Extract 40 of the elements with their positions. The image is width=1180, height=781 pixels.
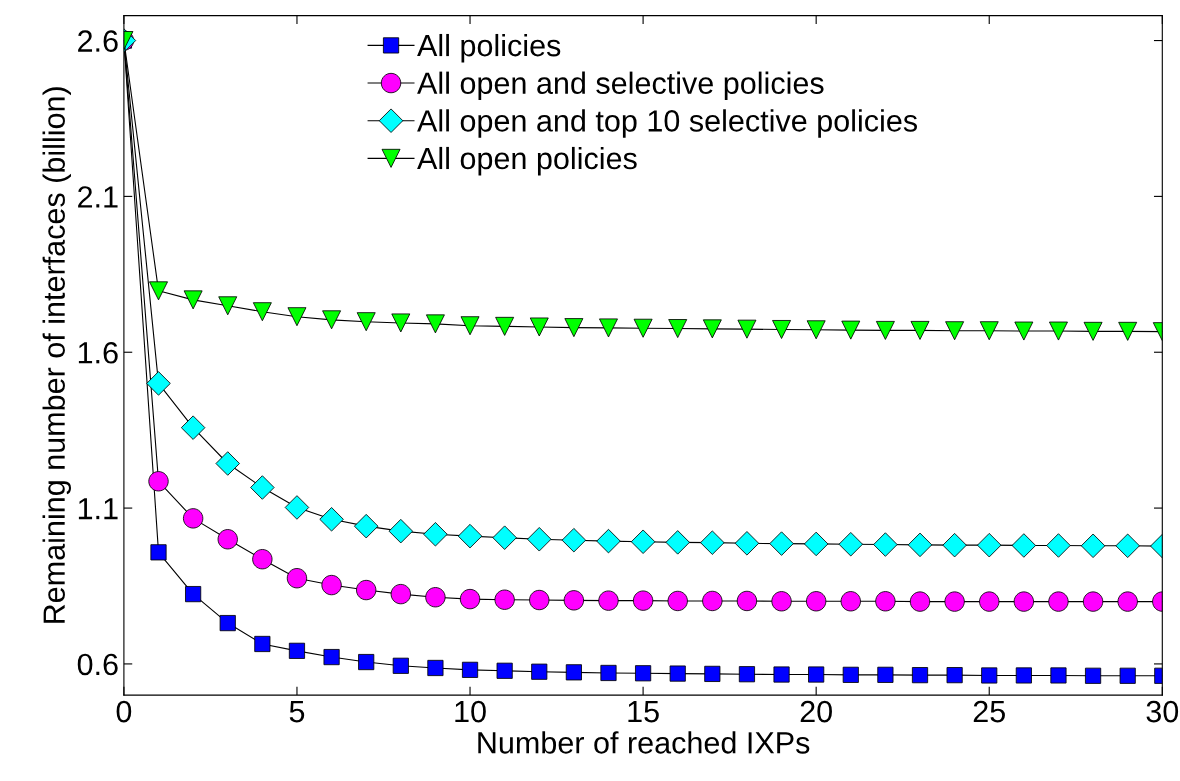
- point: [561, 527, 587, 553]
- y-tick-label: 1.1: [78, 498, 118, 520]
- x-tick-label: 30: [1146, 700, 1179, 723]
- point: [323, 649, 340, 666]
- point: [1011, 533, 1037, 558]
- point: [358, 653, 375, 671]
- point: [704, 665, 721, 682]
- y-tick-label: 2.1: [78, 186, 118, 208]
- x-tick-label: 10: [455, 700, 486, 723]
- x-tick-label: 0: [116, 700, 132, 723]
- point: [911, 667, 929, 684]
- point: [1080, 533, 1106, 558]
- y-tick-label: 0.6: [77, 653, 118, 676]
- point: [1115, 533, 1140, 558]
- point: [1118, 321, 1138, 341]
- point: [529, 317, 549, 337]
- x-tick-label: 20: [800, 700, 832, 723]
- x-tick-label: 15: [628, 701, 659, 723]
- point: [700, 530, 725, 555]
- point: [492, 525, 517, 550]
- point: [838, 532, 863, 557]
- x-axis-title: Number of reached IXPs: [478, 731, 810, 754]
- x-tick-label: 5: [289, 701, 305, 723]
- legend-label: All open policies: [417, 146, 637, 176]
- point: [180, 415, 206, 440]
- point: [803, 531, 829, 557]
- x-tick-label: 25: [973, 700, 1005, 723]
- y-axis-title: Remaining number of interfaces (billion): [42, 87, 72, 623]
- point: [388, 518, 414, 544]
- y-tick-label: 1.6: [78, 341, 118, 364]
- point: [738, 666, 755, 683]
- point: [565, 664, 582, 681]
- point: [215, 451, 240, 476]
- legend-label: All policies: [417, 33, 561, 63]
- point: [1048, 591, 1069, 612]
- legend-label: All open and top 10 selective policies: [417, 109, 917, 138]
- y-tick-label: 2.6: [78, 30, 118, 52]
- point: [596, 528, 621, 554]
- legend-label: All open and selective policies: [417, 71, 824, 101]
- point: [772, 320, 791, 339]
